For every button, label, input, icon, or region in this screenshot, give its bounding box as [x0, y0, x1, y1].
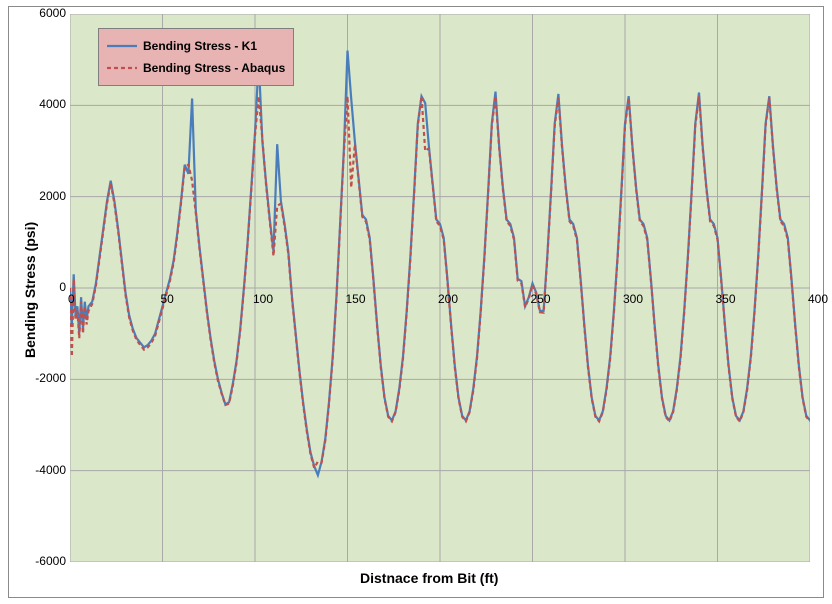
plot-area	[70, 14, 810, 562]
legend-item: Bending Stress - Abaqus	[107, 57, 285, 79]
y-tick-label: 4000	[39, 97, 66, 111]
x-axis-label: Distnace from Bit (ft)	[360, 570, 498, 586]
y-tick-label: -4000	[35, 463, 66, 477]
x-tick-label: 100	[253, 292, 273, 306]
x-tick-label: 0	[68, 292, 75, 306]
x-tick-label: 350	[716, 292, 736, 306]
legend-label: Bending Stress - Abaqus	[143, 61, 285, 75]
x-tick-label: 200	[438, 292, 458, 306]
chart-svg	[70, 14, 810, 562]
x-tick-label: 50	[161, 292, 174, 306]
legend-label: Bending Stress - K1	[143, 39, 257, 53]
y-tick-label: 0	[59, 280, 66, 294]
x-tick-label: 150	[346, 292, 366, 306]
y-tick-label: -6000	[35, 554, 66, 568]
legend-swatch	[107, 40, 137, 52]
legend: Bending Stress - K1 Bending Stress - Abaq…	[98, 28, 294, 86]
x-tick-label: 400	[808, 292, 828, 306]
x-tick-label: 250	[531, 292, 551, 306]
y-tick-label: 6000	[39, 6, 66, 20]
y-tick-label: 2000	[39, 189, 66, 203]
x-tick-label: 300	[623, 292, 643, 306]
legend-swatch	[107, 62, 137, 74]
y-axis-label: Bending Stress (psi)	[22, 222, 38, 358]
legend-item: Bending Stress - K1	[107, 35, 285, 57]
y-tick-label: -2000	[35, 371, 66, 385]
